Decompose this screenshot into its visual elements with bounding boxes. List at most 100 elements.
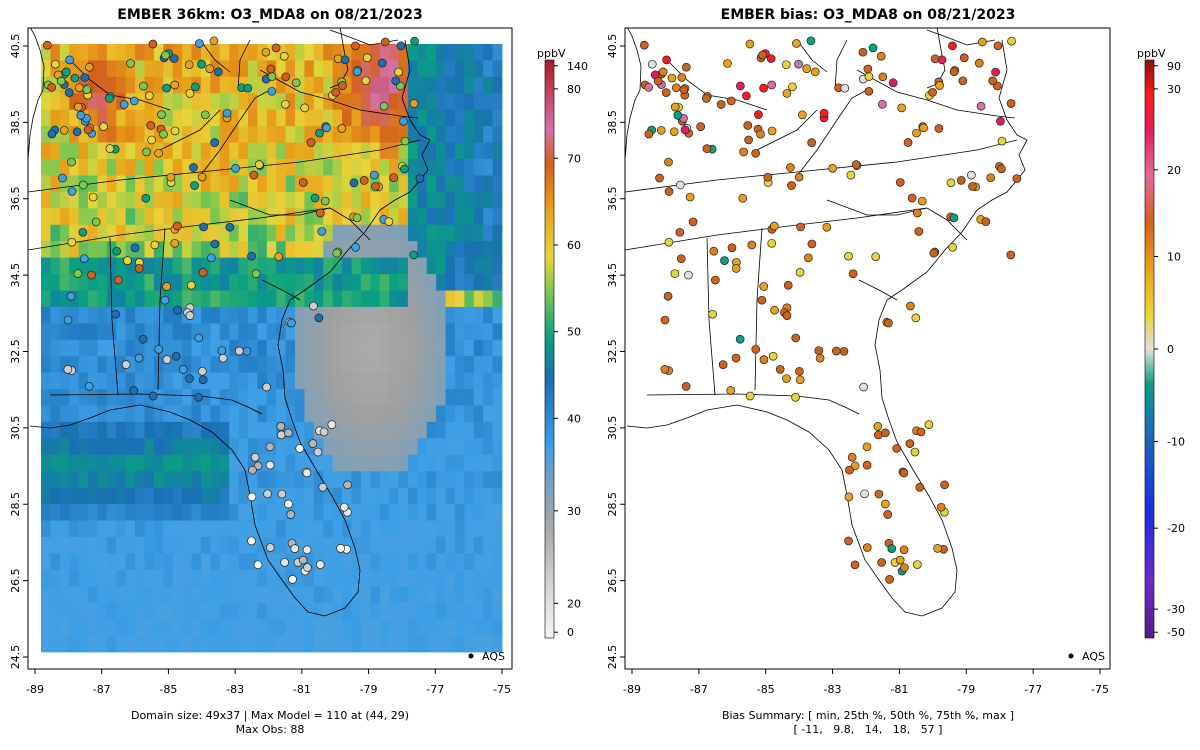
bias-site-marker — [996, 116, 1005, 126]
bias-site-marker — [993, 41, 1003, 51]
obs-site-marker — [250, 452, 260, 462]
bias-site-marker — [763, 172, 773, 182]
obs-site-marker — [306, 138, 316, 147]
left-network-label: AQS — [482, 650, 505, 663]
bias-site-marker — [1006, 99, 1016, 108]
x-tick-label: -81 — [890, 683, 908, 696]
obs-site-marker — [76, 110, 86, 120]
obs-site-marker — [340, 55, 350, 65]
bias-site-marker — [757, 295, 767, 305]
obs-site-marker — [314, 313, 324, 323]
bias-site-marker — [997, 136, 1007, 146]
bias-site-marker — [850, 560, 860, 570]
bias-site-marker — [806, 36, 816, 46]
obs-site-marker — [243, 83, 253, 93]
left-colorbar-unit: ppbV — [537, 47, 566, 60]
bias-site-marker — [767, 80, 777, 90]
obs-site-marker — [315, 128, 324, 138]
bias-site-marker — [949, 213, 959, 223]
bias-site-marker — [844, 536, 853, 546]
bias-site-marker — [723, 59, 732, 68]
bias-site-marker — [897, 103, 907, 113]
bias-site-marker — [759, 355, 769, 364]
bias-site-marker — [759, 282, 769, 291]
obs-site-marker — [160, 295, 170, 305]
bias-site-marker — [769, 221, 779, 231]
obs-site-marker — [291, 78, 301, 88]
obs-site-marker — [166, 172, 176, 182]
bias-site-marker — [787, 181, 796, 190]
obs-site-marker — [61, 67, 71, 77]
obs-site-marker — [320, 196, 330, 206]
bias-site-marker — [767, 126, 777, 136]
bias-site-marker — [847, 452, 857, 462]
obs-site-marker — [210, 239, 220, 249]
bias-site-marker — [858, 47, 868, 57]
y-tick-label: 26.5 — [606, 568, 619, 593]
bias-site-marker — [1007, 36, 1016, 46]
bias-site-marker — [718, 360, 728, 369]
obs-site-marker — [396, 41, 406, 51]
colorbar-tick-label: -50 — [1167, 626, 1185, 639]
obs-site-marker — [114, 275, 123, 285]
obs-site-marker — [290, 544, 300, 553]
bias-site-marker — [681, 382, 691, 391]
bias-site-marker — [819, 108, 829, 118]
obs-site-marker — [281, 72, 291, 82]
bias-site-marker — [711, 275, 720, 285]
obs-site-marker — [318, 482, 328, 492]
obs-site-marker — [197, 172, 207, 182]
right-network-label: AQS — [1082, 650, 1105, 663]
obs-site-marker — [253, 560, 263, 570]
bias-site-marker — [958, 76, 968, 86]
bias-site-marker — [883, 510, 893, 519]
obs-site-marker — [362, 53, 372, 63]
bias-site-marker — [795, 268, 805, 277]
bias-site-marker — [791, 333, 801, 343]
bias-site-marker — [770, 305, 779, 315]
bias-site-marker — [981, 217, 991, 227]
bias-site-marker — [679, 85, 689, 94]
bias-site-marker — [859, 382, 868, 392]
obs-site-marker — [400, 136, 410, 146]
obs-site-marker — [105, 94, 114, 103]
obs-site-marker — [148, 391, 158, 401]
obs-site-marker — [105, 144, 115, 153]
obs-site-marker — [247, 492, 257, 502]
bias-site-marker — [907, 193, 917, 203]
obs-site-marker — [298, 178, 308, 187]
bias-site-marker — [862, 543, 872, 552]
obs-site-marker — [119, 100, 129, 109]
bias-site-marker — [988, 76, 998, 86]
obs-site-marker — [79, 254, 89, 264]
bias-site-marker — [758, 50, 767, 60]
x-tick-label: -85 — [159, 683, 177, 696]
bias-site-marker — [709, 246, 719, 256]
bias-site-marker — [708, 309, 717, 319]
obs-site-marker — [410, 36, 419, 46]
bias-site-marker — [675, 227, 685, 237]
bias-site-marker — [673, 110, 683, 120]
bias-site-marker — [878, 99, 887, 109]
bias-site-marker — [885, 575, 894, 584]
bias-site-marker — [807, 239, 817, 249]
obs-site-marker — [78, 227, 88, 237]
y-tick-label: 26.5 — [9, 568, 22, 593]
bias-site-marker — [967, 170, 976, 180]
obs-site-marker — [391, 76, 401, 86]
obs-site-marker — [209, 36, 219, 46]
obs-site-marker — [198, 268, 208, 277]
y-tick-label: 30.5 — [9, 416, 22, 441]
right-map: AQS — [624, 27, 1111, 670]
bias-site-marker — [948, 41, 957, 51]
bias-site-marker — [862, 460, 872, 470]
bias-site-marker — [1012, 174, 1022, 183]
obs-site-marker — [351, 242, 360, 252]
bias-site-marker — [726, 386, 736, 395]
obs-site-marker — [87, 270, 96, 280]
obs-site-marker — [74, 83, 84, 93]
obs-site-marker — [336, 544, 345, 553]
obs-site-marker — [200, 110, 210, 120]
bias-site-marker — [745, 39, 755, 49]
